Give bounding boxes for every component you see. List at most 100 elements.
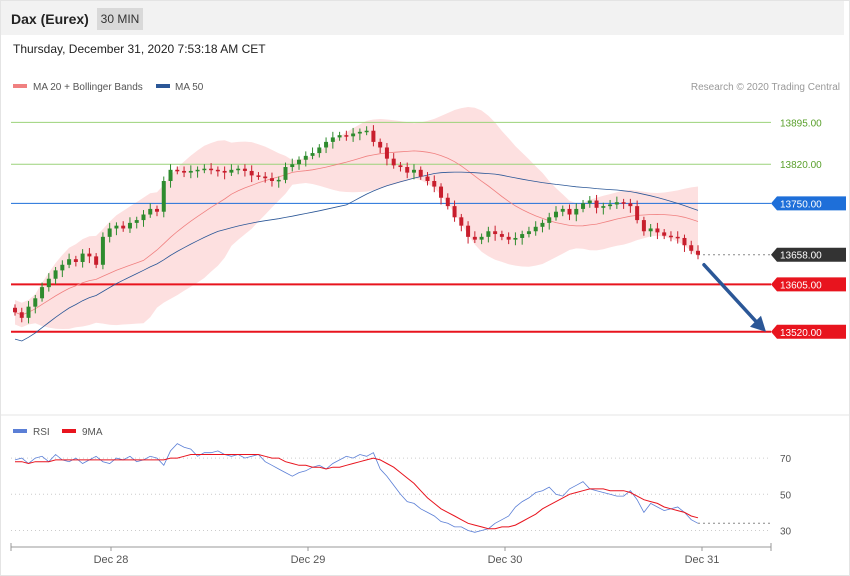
candle (628, 198, 633, 213)
legend-swatch-ma50 (156, 84, 170, 88)
candle (94, 253, 99, 269)
level-tag-13820.00: 13820.00 (780, 160, 822, 171)
candle (60, 260, 65, 278)
candle (276, 176, 281, 188)
rsi-line (14, 443, 699, 533)
candle (648, 224, 653, 237)
candle (675, 231, 680, 244)
candle (26, 301, 31, 324)
candle (614, 196, 619, 209)
candle (594, 194, 599, 214)
level-tag-13750.00: 13750.00 (771, 196, 846, 211)
candle (574, 203, 579, 222)
x-tick-label: Dec 28 (94, 554, 129, 566)
candle (33, 294, 38, 314)
candle (269, 172, 274, 187)
candle (337, 131, 342, 141)
candle (405, 162, 410, 179)
candle (46, 273, 51, 292)
candle (533, 221, 538, 236)
candle (608, 199, 613, 210)
level-tag-13520.00: 13520.00 (771, 324, 846, 339)
bollinger-band-fill (15, 107, 698, 329)
candle (425, 172, 430, 186)
candle (209, 163, 214, 175)
rsi-tick-label: 50 (780, 490, 792, 501)
candle (317, 144, 322, 158)
candle (486, 226, 491, 243)
level-tag-text: 13895.00 (780, 118, 822, 129)
candle (114, 222, 119, 236)
candle (384, 143, 389, 166)
candle (249, 165, 254, 183)
candle (357, 128, 362, 141)
candle (175, 166, 180, 175)
level-tags: 13895.00 13820.00 13750.00 13658.00 13605.00… (771, 118, 846, 339)
instrument-title: Dax (Eurex) (11, 11, 89, 27)
candle (520, 230, 525, 245)
header-bar: Dax (Eurex) 30 MIN (1, 1, 844, 35)
candle (67, 253, 72, 269)
candle (378, 138, 383, 154)
legend-label-bollinger: MA 20 + Bollinger Bands (33, 82, 143, 93)
candle (560, 205, 565, 217)
candle (472, 231, 477, 243)
legend-label-ma50: MA 50 (175, 82, 204, 93)
candle (391, 153, 396, 169)
candle (229, 164, 234, 176)
candle (668, 231, 673, 242)
candle (344, 130, 349, 141)
candle (696, 245, 700, 260)
candle (452, 200, 457, 222)
candle (439, 183, 444, 205)
x-tick-label: Dec 30 (488, 554, 523, 566)
x-tick-label: Dec 29 (291, 554, 326, 566)
forecast-arrow (702, 263, 766, 332)
candle (587, 196, 592, 208)
candle (127, 217, 132, 233)
candle (689, 240, 694, 255)
candle (445, 193, 450, 210)
candle (466, 221, 471, 244)
rsi-panel: 70 50 30 (11, 443, 792, 538)
candle (547, 212, 552, 230)
candles (13, 125, 700, 324)
candle (567, 204, 572, 221)
candle (493, 225, 498, 241)
candle (188, 165, 193, 179)
level-tag-text: 13658.00 (780, 251, 822, 262)
candle (655, 222, 660, 240)
candle (195, 166, 200, 178)
candle (351, 127, 356, 142)
forecast-arrow-head (750, 315, 766, 332)
candle (215, 166, 220, 177)
candle (581, 199, 586, 213)
candle (303, 151, 308, 167)
candle (290, 158, 295, 172)
candle (161, 176, 166, 218)
candle (236, 165, 241, 175)
candle (80, 249, 85, 268)
candle (263, 172, 268, 183)
legend-label-rsi: RSI (33, 427, 50, 438)
level-tag-13658.00: 13658.00 (771, 247, 846, 262)
candle (148, 203, 153, 218)
timeframe-badge[interactable]: 30 MIN (97, 8, 143, 30)
candle (506, 232, 511, 245)
ma20-line (14, 150, 699, 316)
candle (100, 232, 105, 270)
candle (371, 125, 376, 147)
candle (73, 255, 78, 267)
rsi-tick-label: 70 (780, 454, 792, 465)
level-tag-13605.00: 13605.00 (771, 277, 846, 292)
candle (134, 216, 139, 229)
candle (182, 166, 187, 178)
candle (330, 131, 335, 149)
forecast-arrow-shaft (702, 263, 762, 328)
level-tag-text: 13605.00 (780, 280, 822, 291)
candle (283, 162, 288, 184)
candle (418, 166, 423, 180)
legend-swatch-rsi (13, 429, 27, 433)
candle (662, 229, 667, 240)
x-axis: Dec 28 Dec 29 Dec 30 Dec 31 (10, 543, 772, 566)
